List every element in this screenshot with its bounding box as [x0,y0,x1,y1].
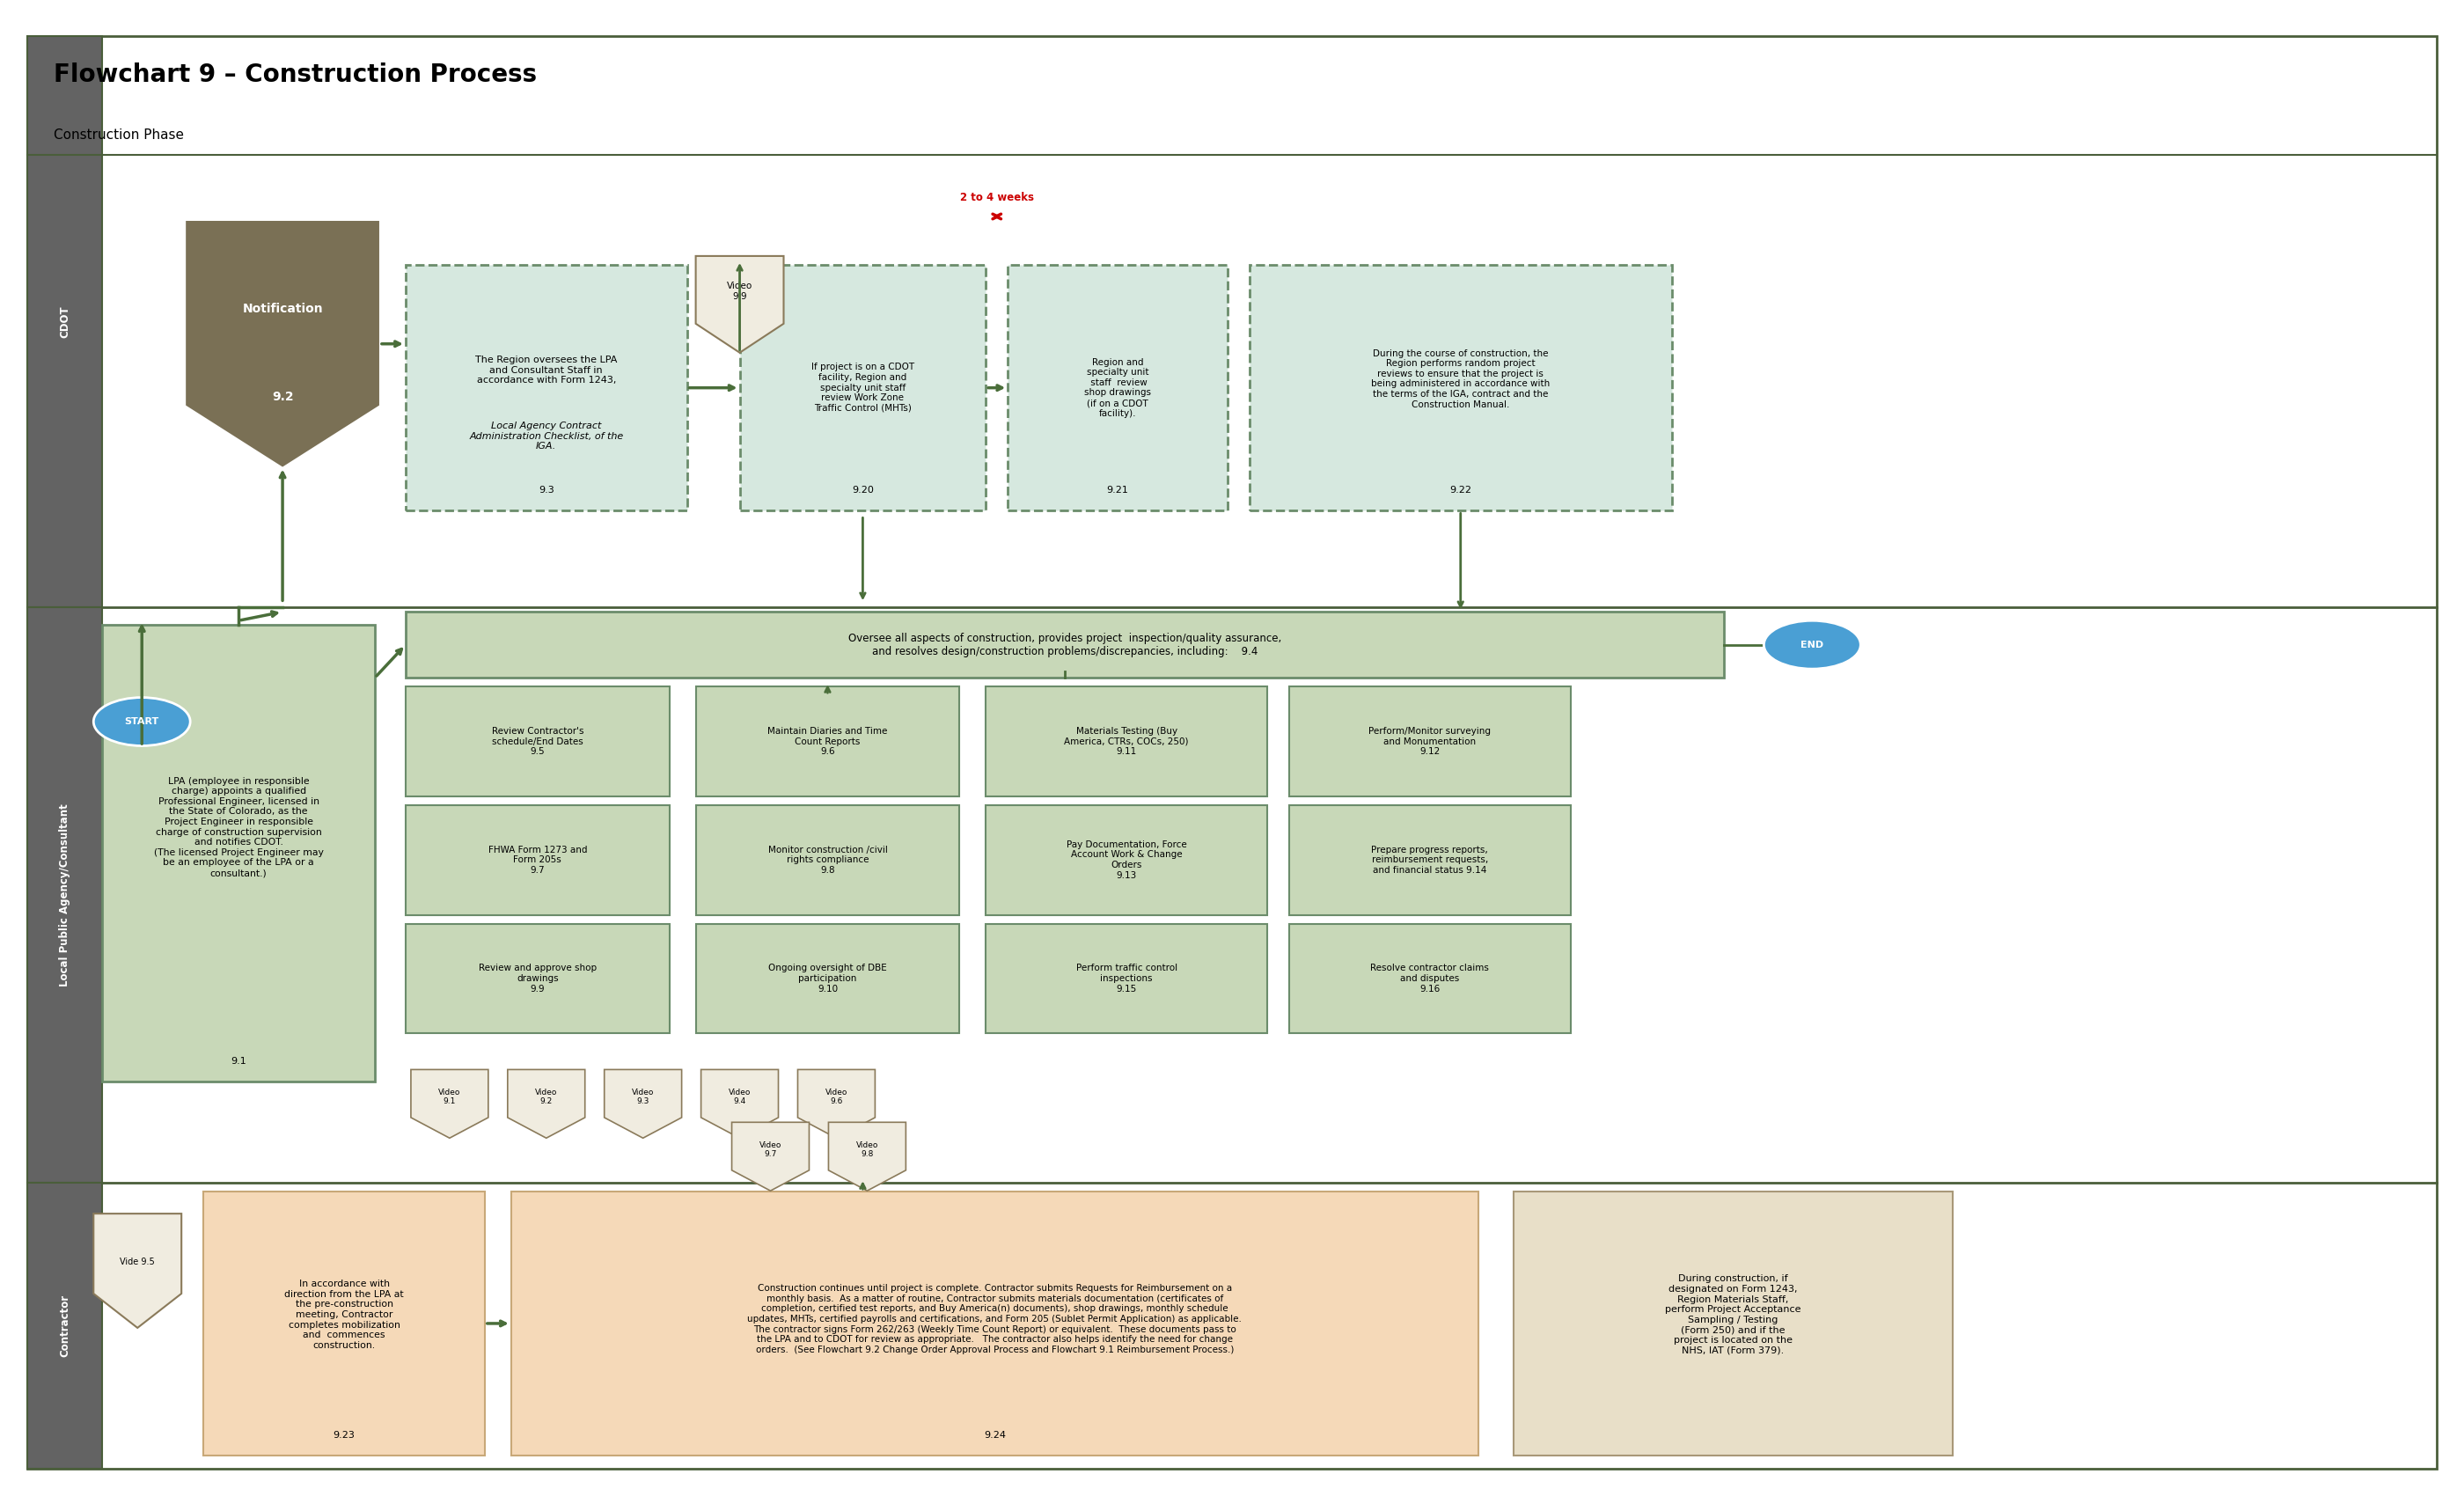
Text: Resolve contractor claims
and disputes
9.16: Resolve contractor claims and disputes 9… [1370,963,1488,993]
Ellipse shape [1764,621,1860,669]
Text: Video
9.8: Video 9.8 [855,1141,877,1158]
Text: FHWA Form 1273 and
Form 205s
9.7: FHWA Form 1273 and Form 205s 9.7 [488,845,586,875]
FancyBboxPatch shape [407,612,1725,678]
Text: 9.1: 9.1 [232,1058,246,1067]
Text: Notification: Notification [241,302,323,314]
Text: Review Contractor's
schedule/End Dates
9.5: Review Contractor's schedule/End Dates 9… [490,727,584,755]
Text: Video
9.4: Video 9.4 [729,1088,752,1106]
Text: 9.2: 9.2 [271,390,293,402]
FancyBboxPatch shape [1289,687,1570,796]
Text: Prepare progress reports,
reimbursement requests,
and financial status 9.14: Prepare progress reports, reimbursement … [1372,845,1488,875]
Text: Region and
specialty unit
 staff  review
shop drawings
(if on a CDOT
facility).: Region and specialty unit staff review s… [1084,358,1151,417]
Text: 9.23: 9.23 [333,1430,355,1439]
FancyBboxPatch shape [1289,805,1570,916]
Ellipse shape [94,697,190,747]
Text: END: END [1801,640,1823,649]
Text: In accordance with
direction from the LPA at
the pre-construction
meeting, Contr: In accordance with direction from the LP… [283,1279,404,1349]
Text: 9.20: 9.20 [853,486,875,495]
Text: 9.22: 9.22 [1449,486,1471,495]
Text: LPA (employee in responsible
charge) appoints a qualified
Professional Engineer,: LPA (employee in responsible charge) app… [153,776,323,878]
Text: START: START [126,717,160,726]
Text: Local Public Agency/Consultant: Local Public Agency/Consultant [59,803,71,986]
Text: Perform traffic control
inspections
9.15: Perform traffic control inspections 9.15 [1077,963,1178,993]
FancyBboxPatch shape [986,923,1266,1034]
Text: Video
9.9: Video 9.9 [727,281,752,301]
Polygon shape [700,1070,779,1138]
FancyBboxPatch shape [1249,265,1671,510]
Text: CDOT: CDOT [59,305,71,338]
Polygon shape [828,1122,907,1191]
FancyBboxPatch shape [986,805,1266,916]
Text: Oversee all aspects of construction, provides project  inspection/quality assura: Oversee all aspects of construction, pro… [848,633,1281,657]
Text: Ongoing oversight of DBE
participation
9.10: Ongoing oversight of DBE participation 9… [769,963,887,993]
FancyBboxPatch shape [205,1192,485,1456]
Text: Perform/Monitor surveying
and Monumentation
9.12: Perform/Monitor surveying and Monumentat… [1368,727,1491,755]
FancyBboxPatch shape [407,805,670,916]
Text: Materials Testing (Buy
America, CTRs, COCs, 250)
9.11: Materials Testing (Buy America, CTRs, CO… [1064,727,1188,755]
Text: 9.24: 9.24 [983,1430,1005,1439]
FancyBboxPatch shape [407,265,687,510]
Polygon shape [411,1070,488,1138]
Text: Video
9.1: Video 9.1 [439,1088,461,1106]
Polygon shape [185,221,379,467]
Text: Video
9.6: Video 9.6 [825,1088,848,1106]
Text: Video
9.3: Video 9.3 [631,1088,653,1106]
Text: Vide 9.5: Vide 9.5 [121,1258,155,1266]
FancyBboxPatch shape [27,607,103,1183]
FancyBboxPatch shape [27,1183,103,1469]
Polygon shape [94,1213,182,1328]
Polygon shape [732,1122,808,1191]
FancyBboxPatch shape [407,923,670,1034]
FancyBboxPatch shape [695,923,958,1034]
Text: Monitor construction /civil
rights compliance
9.8: Monitor construction /civil rights compl… [769,845,887,875]
Text: Contractor: Contractor [59,1294,71,1357]
Text: Local Agency Contract
Administration Checklist, of the
IGA.: Local Agency Contract Administration Che… [468,422,623,450]
Text: Review and approve shop
drawings
9.9: Review and approve shop drawings 9.9 [478,963,596,993]
FancyBboxPatch shape [695,687,958,796]
Polygon shape [604,1070,683,1138]
Text: If project is on a CDOT
facility, Region and
specialty unit staff
review Work Zo: If project is on a CDOT facility, Region… [811,364,914,413]
FancyBboxPatch shape [407,687,670,796]
FancyBboxPatch shape [27,36,2437,1469]
FancyBboxPatch shape [1289,923,1570,1034]
Text: Construction continues until project is complete. Contractor submits Requests fo: Construction continues until project is … [747,1284,1242,1354]
Text: Video
9.2: Video 9.2 [535,1088,557,1106]
Text: Pay Documentation, Force
Account Work & Change
Orders
9.13: Pay Documentation, Force Account Work & … [1067,841,1188,880]
Polygon shape [798,1070,875,1138]
Text: During the course of construction, the
Region performs random project
reviews to: During the course of construction, the R… [1370,349,1550,408]
FancyBboxPatch shape [1513,1192,1954,1456]
FancyBboxPatch shape [986,687,1266,796]
Text: Flowchart 9 – Construction Process: Flowchart 9 – Construction Process [54,63,537,87]
Text: Video
9.7: Video 9.7 [759,1141,781,1158]
Polygon shape [508,1070,584,1138]
Text: 9.21: 9.21 [1106,486,1129,495]
Text: The Region oversees the LPA
and Consultant Staff in
accordance with Form 1243,: The Region oversees the LPA and Consulta… [476,356,618,384]
Text: During construction, if
designated on Form 1243,
Region Materials Staff,
perform: During construction, if designated on Fo… [1666,1275,1801,1355]
FancyBboxPatch shape [1008,265,1227,510]
FancyBboxPatch shape [27,36,103,607]
Polygon shape [695,256,784,353]
FancyBboxPatch shape [103,625,375,1082]
FancyBboxPatch shape [739,265,986,510]
Text: Maintain Diaries and Time
Count Reports
9.6: Maintain Diaries and Time Count Reports … [769,727,887,755]
Text: 9.3: 9.3 [540,486,554,495]
Text: 2 to 4 weeks: 2 to 4 weeks [961,191,1035,203]
FancyBboxPatch shape [695,805,958,916]
FancyBboxPatch shape [510,1192,1478,1456]
Text: Construction Phase: Construction Phase [54,129,185,142]
